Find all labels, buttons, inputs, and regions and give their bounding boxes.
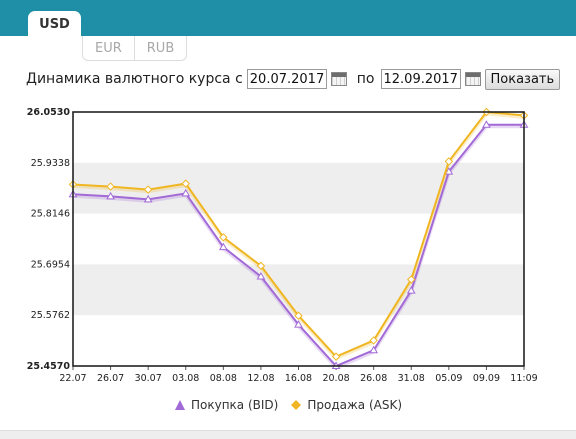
bid-point xyxy=(143,194,153,203)
ask-point xyxy=(106,182,115,191)
y-tick-label: 25.4570 xyxy=(27,361,71,372)
bid-point xyxy=(294,320,303,328)
bid-point xyxy=(369,345,379,354)
date-range-controls: Динамика валютного курса с по Показать xyxy=(26,68,561,90)
exchange-rate-chart: 25.4570 25.5762 25.6954 25.8146 25.9338 26.05… xyxy=(27,107,538,384)
x-tick-label: 05.09 xyxy=(435,373,462,384)
x-tick-label: 31.08 xyxy=(398,373,425,384)
date-from-input[interactable] xyxy=(246,69,327,89)
x-tick-label: 09.09 xyxy=(473,373,500,384)
show-button[interactable]: Показать xyxy=(484,68,561,90)
grid-band xyxy=(73,264,524,316)
y-tick-label: 26.0530 xyxy=(27,107,71,118)
legend-item-bid[interactable]: Покупка (BID) xyxy=(174,398,278,412)
x-tick-label: 26.07 xyxy=(97,373,124,384)
x-tick-label: 11:09 xyxy=(510,373,537,384)
ask-point xyxy=(331,352,341,361)
top-header-bar xyxy=(0,0,576,36)
legend-label-ask: Продажа (ASK) xyxy=(307,398,403,412)
ask-point xyxy=(407,275,416,284)
triangle-icon xyxy=(174,400,185,410)
y-tick-label: 25.8146 xyxy=(31,209,70,220)
x-tick-label: 26.08 xyxy=(360,373,387,384)
tab-eur[interactable]: EUR xyxy=(82,36,135,61)
bottom-divider xyxy=(0,430,576,439)
bid-point xyxy=(181,188,191,197)
x-tick-label: 12.08 xyxy=(247,373,274,384)
bid-point xyxy=(218,242,228,251)
ask-line xyxy=(72,110,525,358)
legend-label-bid: Покупка (BID) xyxy=(190,398,279,412)
x-tick-label: 20.08 xyxy=(322,373,349,384)
diamond-icon xyxy=(291,400,302,410)
x-tick-label: 16.08 xyxy=(285,373,312,384)
bid-line xyxy=(72,123,524,368)
bid-point xyxy=(106,191,115,200)
bid-point xyxy=(444,167,454,175)
ask-point xyxy=(143,185,153,194)
ask-point xyxy=(444,157,454,166)
y-tick-label: 25.5762 xyxy=(31,310,70,321)
date-to-label: по xyxy=(356,71,375,87)
bid-point xyxy=(406,286,416,294)
calendar-icon[interactable] xyxy=(330,72,347,86)
ask-point xyxy=(369,336,378,345)
date-from-label: Динамика валютного курса с xyxy=(26,71,243,87)
y-tick-label: 25.6954 xyxy=(31,259,70,270)
x-tick-label: 08.08 xyxy=(210,373,237,384)
tab-rub[interactable]: RUB xyxy=(134,36,188,61)
ask-point xyxy=(294,311,303,320)
ask-point xyxy=(256,261,266,271)
plot-frame xyxy=(72,111,525,367)
legend-item-ask[interactable]: Продажа (ASK) xyxy=(290,398,402,412)
ask-point xyxy=(181,179,190,188)
x-tick-label: 03.08 xyxy=(172,373,199,384)
ask-point xyxy=(219,233,228,242)
y-tick-label: 25.9338 xyxy=(31,158,70,169)
bid-point xyxy=(256,272,266,280)
currency-subtabs: EUR RUB xyxy=(82,36,188,61)
bid-point xyxy=(482,120,491,128)
x-tick-label: 22.07 xyxy=(59,373,86,384)
calendar-icon[interactable] xyxy=(464,72,481,86)
content-panel xyxy=(0,36,576,430)
x-tick-label: 30.07 xyxy=(135,373,162,384)
tab-usd[interactable]: USD xyxy=(28,11,81,37)
chart-legend: Покупка (BID) Продажа (ASK) xyxy=(0,398,576,412)
date-to-input[interactable] xyxy=(380,69,461,89)
